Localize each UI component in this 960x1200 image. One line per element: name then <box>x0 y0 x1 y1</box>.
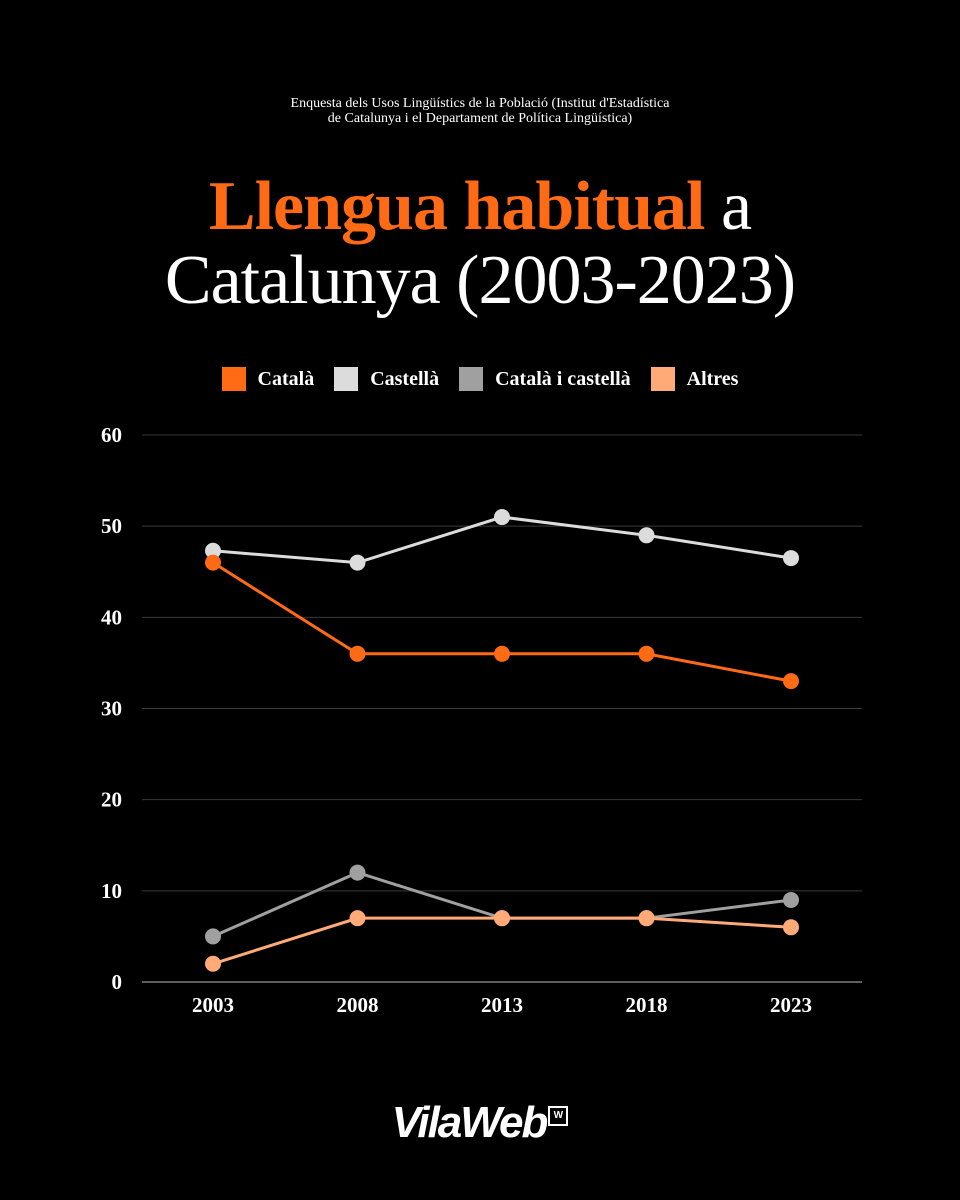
y-tick-label: 0 <box>112 970 123 994</box>
legend-label: Català i castellà <box>495 367 631 390</box>
y-tick-label: 10 <box>101 879 122 903</box>
y-tick-label: 30 <box>101 697 122 721</box>
x-tick-label: 2003 <box>192 993 234 1017</box>
data-point <box>205 955 221 972</box>
data-point <box>783 673 799 690</box>
logo-text: VilaWeb <box>391 1098 549 1147</box>
data-point <box>494 910 510 927</box>
legend-item: Altres <box>650 367 739 391</box>
source-line-1: Enquesta dels Usos Lingüístics de la Pob… <box>290 96 670 111</box>
data-point <box>783 919 799 936</box>
data-point <box>494 509 510 526</box>
y-tick-label: 40 <box>101 605 122 629</box>
title-line-2: Catalunya (2003-2023) <box>164 242 796 319</box>
legend-label: Castellà <box>370 367 440 390</box>
data-point <box>494 645 510 662</box>
legend-item: Català i castellà <box>459 367 631 391</box>
data-point <box>638 910 655 927</box>
legend-item: Castellà <box>334 367 439 391</box>
data-point <box>349 554 366 571</box>
legend-swatch <box>650 367 675 391</box>
data-point <box>783 550 799 567</box>
legend-item: Català <box>221 367 315 391</box>
source-line-2: de Catalunya i el Departament de Polític… <box>327 111 633 126</box>
series-line <box>212 561 792 683</box>
y-tick-label: 20 <box>101 788 122 812</box>
y-tick-label: 50 <box>101 514 122 538</box>
data-point <box>205 542 221 559</box>
title-rest: a <box>704 168 752 245</box>
legend-swatch <box>334 367 359 391</box>
legend-swatch <box>221 367 246 391</box>
data-point <box>349 910 366 927</box>
data-point <box>638 645 655 662</box>
legend-swatch <box>459 367 484 391</box>
data-point <box>638 527 655 544</box>
legend-label: Català <box>257 367 315 390</box>
series-line <box>212 870 792 938</box>
data-point <box>783 891 799 908</box>
x-tick-label: 2023 <box>770 993 812 1017</box>
data-point <box>205 928 221 945</box>
data-point <box>349 645 366 662</box>
y-tick-label: 60 <box>101 423 122 447</box>
x-tick-label: 2008 <box>337 993 379 1017</box>
chart-legend: Català Castellà Català i castellà Altres <box>0 367 960 391</box>
vilaweb-logo: VilaWeb W <box>0 1098 960 1148</box>
line-chart: 0 10 20 30 40 50 60 2003 2008 2013 2018 2023 <box>101 423 862 1017</box>
data-point <box>205 554 221 571</box>
logo-mark: W <box>548 1106 569 1126</box>
source-note: Enquesta dels Usos Lingüístics de la Pob… <box>0 96 960 126</box>
chart-title: Llengua habitual a Catalunya (2003-2023) <box>0 170 960 318</box>
x-tick-label: 2013 <box>481 993 523 1017</box>
x-tick-label: 2018 <box>626 993 668 1017</box>
legend-label: Altres <box>686 367 739 390</box>
data-point <box>349 864 366 881</box>
title-highlight: Llengua habitual <box>208 168 706 245</box>
